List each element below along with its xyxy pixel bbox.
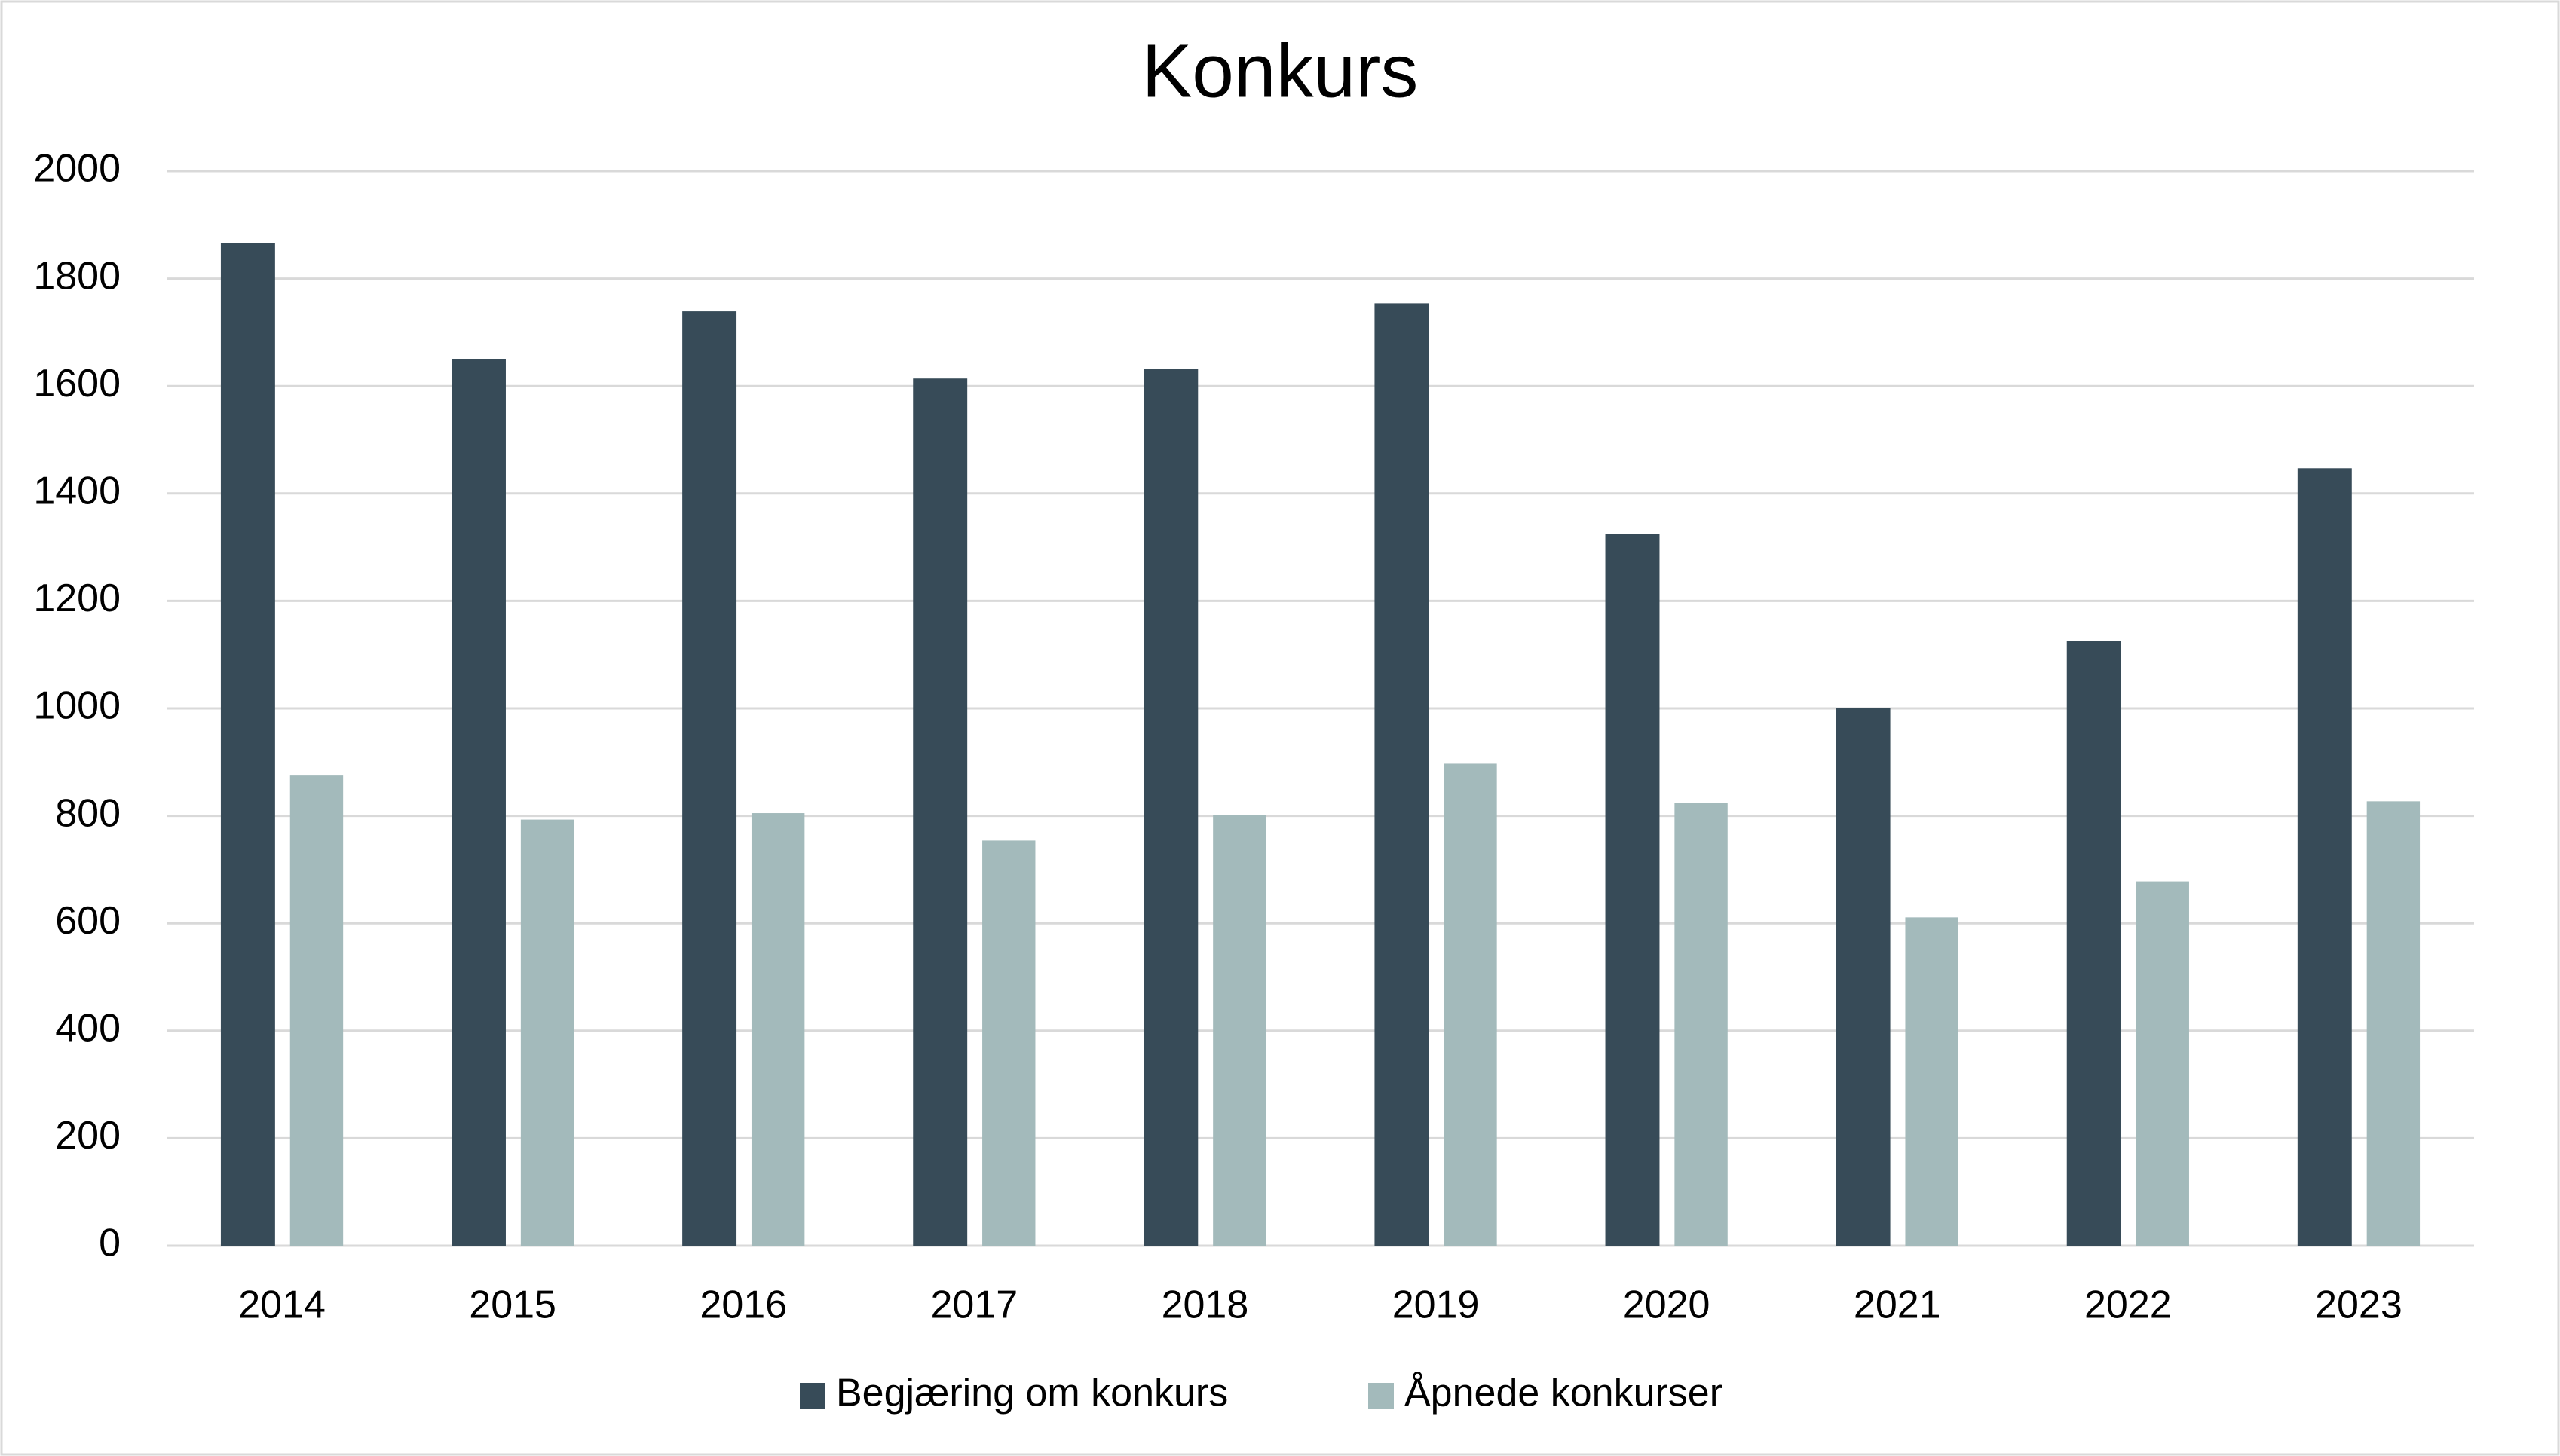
bar xyxy=(982,840,1036,1246)
x-tick-label: 2015 xyxy=(469,1283,556,1327)
bar xyxy=(682,311,737,1246)
legend-swatch xyxy=(800,1383,825,1409)
y-tick-label: 1200 xyxy=(33,577,121,620)
bar xyxy=(2366,801,2421,1246)
bar xyxy=(452,359,506,1246)
bar xyxy=(913,378,968,1246)
bar xyxy=(2297,468,2352,1246)
y-tick-label: 800 xyxy=(55,791,121,835)
legend-label: Begjæring om konkurs xyxy=(836,1372,1228,1415)
bar xyxy=(1674,803,1728,1246)
bar xyxy=(1605,534,1660,1246)
x-tick-label: 2017 xyxy=(931,1283,1018,1327)
bar xyxy=(1444,763,1497,1246)
bar xyxy=(1836,708,1891,1246)
bar xyxy=(751,813,805,1246)
x-tick-label: 2020 xyxy=(1623,1283,1710,1327)
y-tick-label: 2000 xyxy=(33,147,121,191)
x-tick-label: 2021 xyxy=(1854,1283,1941,1327)
bar xyxy=(220,243,275,1246)
y-tick-label: 600 xyxy=(55,899,121,943)
bar xyxy=(1213,815,1266,1246)
y-tick-label: 1600 xyxy=(33,362,121,405)
y-tick-label: 400 xyxy=(55,1007,121,1051)
x-tick-label: 2018 xyxy=(1162,1283,1249,1327)
x-tick-label: 2016 xyxy=(700,1283,787,1327)
bar xyxy=(2136,881,2189,1246)
y-tick-label: 1400 xyxy=(33,470,121,513)
x-tick-label: 2023 xyxy=(2315,1283,2402,1327)
bar xyxy=(1905,917,1958,1246)
bar xyxy=(1144,369,1199,1246)
x-tick-label: 2019 xyxy=(1392,1283,1480,1327)
y-tick-label: 200 xyxy=(55,1114,121,1158)
bar xyxy=(289,775,344,1246)
y-tick-label: 0 xyxy=(99,1222,121,1265)
x-tick-label: 2022 xyxy=(2084,1283,2172,1327)
bar xyxy=(1374,303,1429,1246)
chart-title: Konkurs xyxy=(1142,29,1419,113)
x-tick-label: 2014 xyxy=(238,1283,326,1327)
bar xyxy=(2066,641,2121,1246)
legend-swatch xyxy=(1368,1383,1394,1409)
y-tick-label: 1800 xyxy=(33,254,121,298)
bar xyxy=(520,819,574,1246)
y-tick-label: 1000 xyxy=(33,684,121,728)
legend-label: Åpnede konkurser xyxy=(1404,1372,1722,1415)
